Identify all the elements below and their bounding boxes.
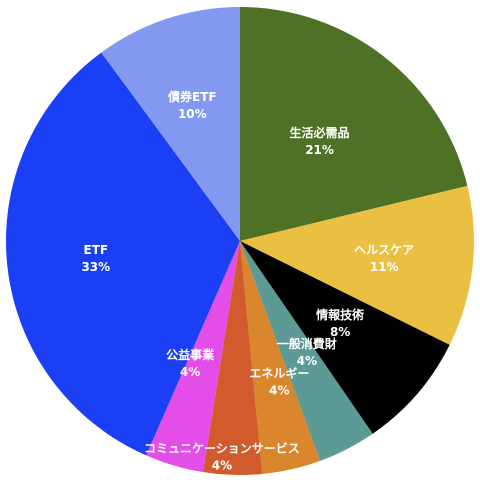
slice-value-label: 10% xyxy=(178,107,207,121)
slice-label: コミュニケーションサービス xyxy=(144,441,300,456)
slice-label: 公益事業 xyxy=(166,347,215,362)
slice-value-label: 4% xyxy=(180,365,200,379)
slice-label: 債券ETF xyxy=(167,89,217,104)
slice-label: ETF xyxy=(84,243,109,257)
pie-slice xyxy=(240,7,468,241)
pie-slice xyxy=(240,241,450,434)
slice-value-label: 21% xyxy=(305,143,334,157)
slice-value-label: 4% xyxy=(269,384,289,398)
pie-slice xyxy=(240,241,321,474)
slice-value-label: 4% xyxy=(297,354,317,368)
pie-slice xyxy=(5,52,240,456)
slice-value-label: 8% xyxy=(330,325,350,339)
pie-slice xyxy=(101,7,240,241)
pie-slice xyxy=(203,241,263,476)
slice-value-label: 4% xyxy=(212,459,232,473)
pie-slice xyxy=(240,185,474,345)
slice-label: 情報技術 xyxy=(316,307,364,322)
slice-label: ヘルスケア xyxy=(354,243,414,257)
pie-slice xyxy=(240,241,373,461)
slice-labels: 生活必需品21%ヘルスケア11%情報技術8%一般消費財4%エネルギー4%コミュニ… xyxy=(81,89,414,473)
slice-label: エネルギー xyxy=(249,366,309,381)
pie-slice xyxy=(146,241,240,473)
slice-label: 生活必需品 xyxy=(290,125,350,140)
slice-value-label: 33% xyxy=(81,260,110,274)
slice-label: 一般消費財 xyxy=(277,336,337,351)
slice-value-label: 11% xyxy=(370,260,399,274)
